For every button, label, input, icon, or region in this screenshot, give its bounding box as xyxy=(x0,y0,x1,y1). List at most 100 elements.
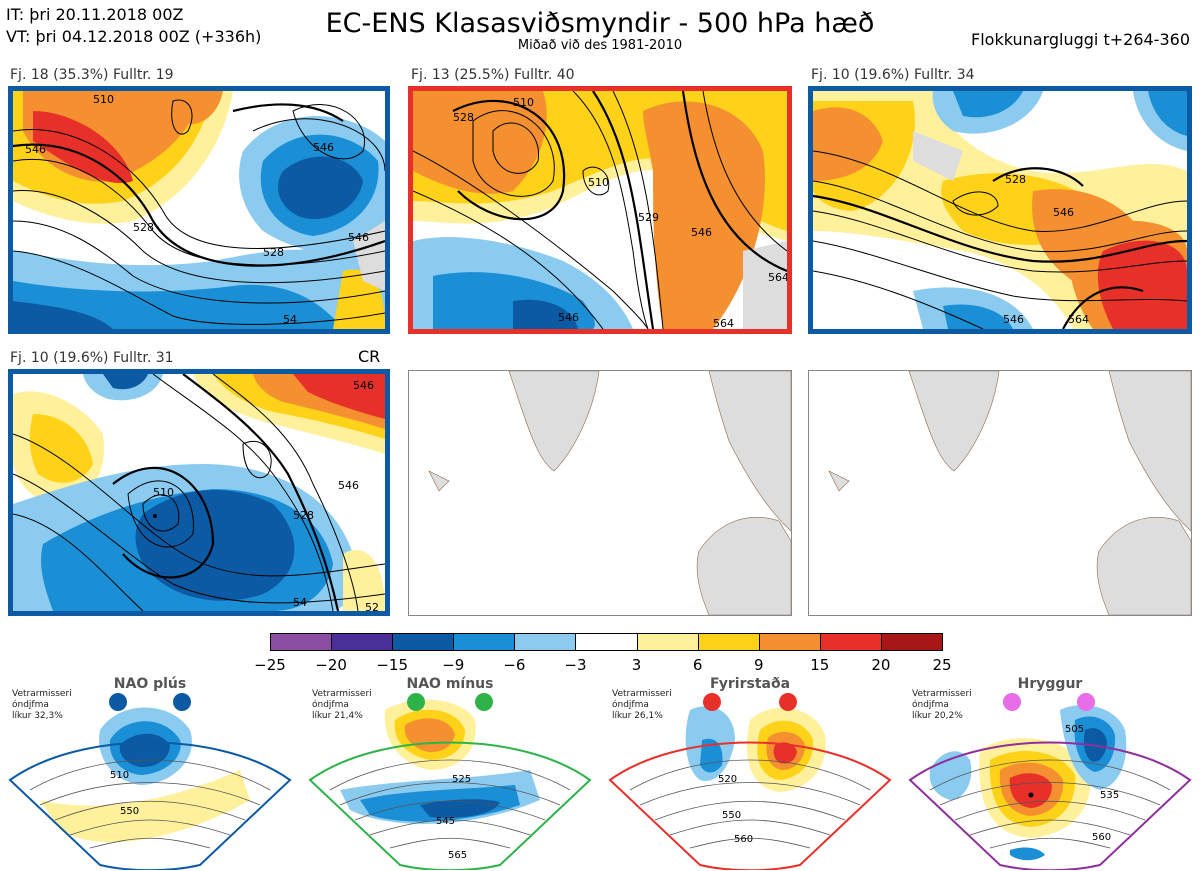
contour-label: 546 xyxy=(1053,206,1074,219)
contour-label: 528 xyxy=(1005,173,1026,186)
contour-label: 528 xyxy=(453,111,474,124)
empty-map-6 xyxy=(808,370,1192,616)
regime-dot xyxy=(173,693,191,711)
contour-label: 546 xyxy=(558,311,579,324)
regime-note: Vetrarmisseri óndjfma líkur 20,2% xyxy=(912,689,972,722)
regime-nao-plus: NAO plús Vetrarmisseri óndjfma líkur 32,… xyxy=(0,676,300,871)
regime-blocking: Fyrirstaða Vetrarmisseri óndjfma líkur 2… xyxy=(600,676,900,871)
regime-edge xyxy=(908,741,1192,870)
classification-window: Flokkunargluggi t+264-360 xyxy=(971,30,1190,49)
regime-note: Vetrarmisseri óndjfma líkur 26,1% xyxy=(612,689,672,722)
contour-label: 52 xyxy=(365,601,379,611)
colorbar-segment xyxy=(514,633,577,651)
regime-note-line: Vetrarmisseri xyxy=(12,689,72,699)
regime-edge xyxy=(8,741,292,870)
regime-note-line: óndjfma xyxy=(312,700,349,710)
regime-contour-label: 520 xyxy=(718,774,737,785)
page-title: EC-ENS Klasasviðsmyndir - 500 hPa hæð xyxy=(325,8,875,39)
contour-label: 546 xyxy=(313,141,334,154)
contour-label: 564 xyxy=(1068,313,1089,326)
regime-note-line: Vetrarmisseri xyxy=(312,689,372,699)
colorbar-tick-label: −15 xyxy=(376,656,408,674)
contour-label: 510 xyxy=(513,96,534,109)
cluster-map-3: 528 546 546 564 xyxy=(808,86,1192,334)
regime-contour-label: 505 xyxy=(1065,724,1084,735)
regime-title: Hryggur xyxy=(1017,676,1083,692)
contour-label: 564 xyxy=(768,271,787,284)
it-line: IT: þri 20.11.2018 00Z xyxy=(6,5,184,24)
regime-dot xyxy=(1003,693,1021,711)
contour-label: 546 xyxy=(353,379,374,392)
contour-label: 54 xyxy=(293,596,307,609)
regime-contour-label: 550 xyxy=(722,810,741,821)
empty-map-5 xyxy=(408,370,792,616)
regime-nao-minus: NAO mínus Vetrarmisseri óndjfma líkur 21… xyxy=(300,676,600,871)
regime-dot xyxy=(703,693,721,711)
regime-edge xyxy=(308,741,592,870)
panel-4-label: Fj. 10 (19.6%) Fulltr. 31 xyxy=(10,350,174,366)
regime-row: NAO plús Vetrarmisseri óndjfma líkur 32,… xyxy=(0,676,1200,871)
colorbar-tick-label: −3 xyxy=(564,656,587,674)
regime-dot xyxy=(1077,693,1095,711)
regime-note: Vetrarmisseri óndjfma líkur 32,3% xyxy=(12,689,72,722)
regime-note-line: líkur 21,4% xyxy=(312,711,363,721)
regime-title: Fyrirstaða xyxy=(709,676,791,692)
contour-label: 546 xyxy=(348,231,369,244)
regime-map: 520 550 560 xyxy=(608,693,892,870)
regime-ridge: Hryggur Vetrarmisseri óndjfma líkur 20,2… xyxy=(900,676,1200,871)
contour-label: 546 xyxy=(338,479,359,492)
regime-note-line: óndjfma xyxy=(612,700,649,710)
cluster-map-3-plot: 528 546 546 564 xyxy=(813,91,1187,329)
contour-label: 529 xyxy=(638,211,659,224)
contour-label: 546 xyxy=(25,143,46,156)
contour-label: 510 xyxy=(588,176,609,189)
panel-3-label: Fj. 10 (19.6%) Fulltr. 34 xyxy=(811,67,975,83)
colorbar-segment xyxy=(697,633,760,651)
cr-label: CR xyxy=(358,347,381,366)
contour-label: 510 xyxy=(93,93,114,106)
colorbar-tick-label: −9 xyxy=(442,656,465,674)
colorbar-segment xyxy=(636,633,699,651)
colorbar-segment xyxy=(880,633,943,651)
regime-contour-label: 565 xyxy=(448,850,467,861)
contour-label: 528 xyxy=(133,221,154,234)
regime-edge xyxy=(608,741,892,870)
colorbar-tick-label: −6 xyxy=(503,656,526,674)
colorbar-tick-label: −25 xyxy=(254,656,286,674)
colorbar-tick-label: 6 xyxy=(692,656,703,674)
colorbar-tick-label: 15 xyxy=(810,656,830,674)
regime-note-line: óndjfma xyxy=(12,700,49,710)
colorbar xyxy=(270,633,943,651)
cluster-map-2-plot: 510 528 510 529 546 546 564 564 xyxy=(413,91,787,329)
contour-label: 54 xyxy=(283,313,297,326)
colorbar-segment xyxy=(270,633,333,651)
regime-map: 505 535 560 xyxy=(908,693,1192,870)
colorbar-segment xyxy=(575,633,638,651)
colorbar-segment xyxy=(331,633,394,651)
contour-label: 510 xyxy=(153,486,174,499)
colorbar-tick-label: 3 xyxy=(631,656,642,674)
regime-contour-label: 550 xyxy=(120,806,139,817)
contour-label: 564 xyxy=(713,317,734,329)
regime-note-line: líkur 26,1% xyxy=(612,711,663,721)
colorbar-tick-label: 9 xyxy=(753,656,764,674)
cluster-map-4: 510 528 546 546 54 52 xyxy=(8,369,390,616)
vt-line: VT: þri 04.12.2018 00Z (+336h) xyxy=(6,27,262,46)
regime-note-line: Vetrarmisseri xyxy=(912,689,972,699)
contour-label: 528 xyxy=(263,246,284,259)
panel-1-label: Fj. 18 (35.3%) Fulltr. 19 xyxy=(10,67,174,83)
regime-dot xyxy=(475,693,493,711)
regime-contour-label: 545 xyxy=(436,816,455,827)
regime-note-line: óndjfma xyxy=(912,700,949,710)
empty-map-5-plot xyxy=(409,371,791,615)
regime-note: Vetrarmisseri óndjfma líkur 21,4% xyxy=(312,689,372,722)
regime-contour-label: 525 xyxy=(452,774,471,785)
colorbar-tick-label: 20 xyxy=(871,656,891,674)
cluster-map-1: 510 546 528 528 546 546 54 xyxy=(8,86,390,334)
contour-label: 546 xyxy=(691,226,712,239)
regime-contour-label: 560 xyxy=(1092,832,1111,843)
contour-label: 528 xyxy=(293,509,314,522)
regime-dot xyxy=(109,693,127,711)
colorbar-tick-label: 25 xyxy=(932,656,952,674)
regime-title: NAO mínus xyxy=(406,676,494,692)
